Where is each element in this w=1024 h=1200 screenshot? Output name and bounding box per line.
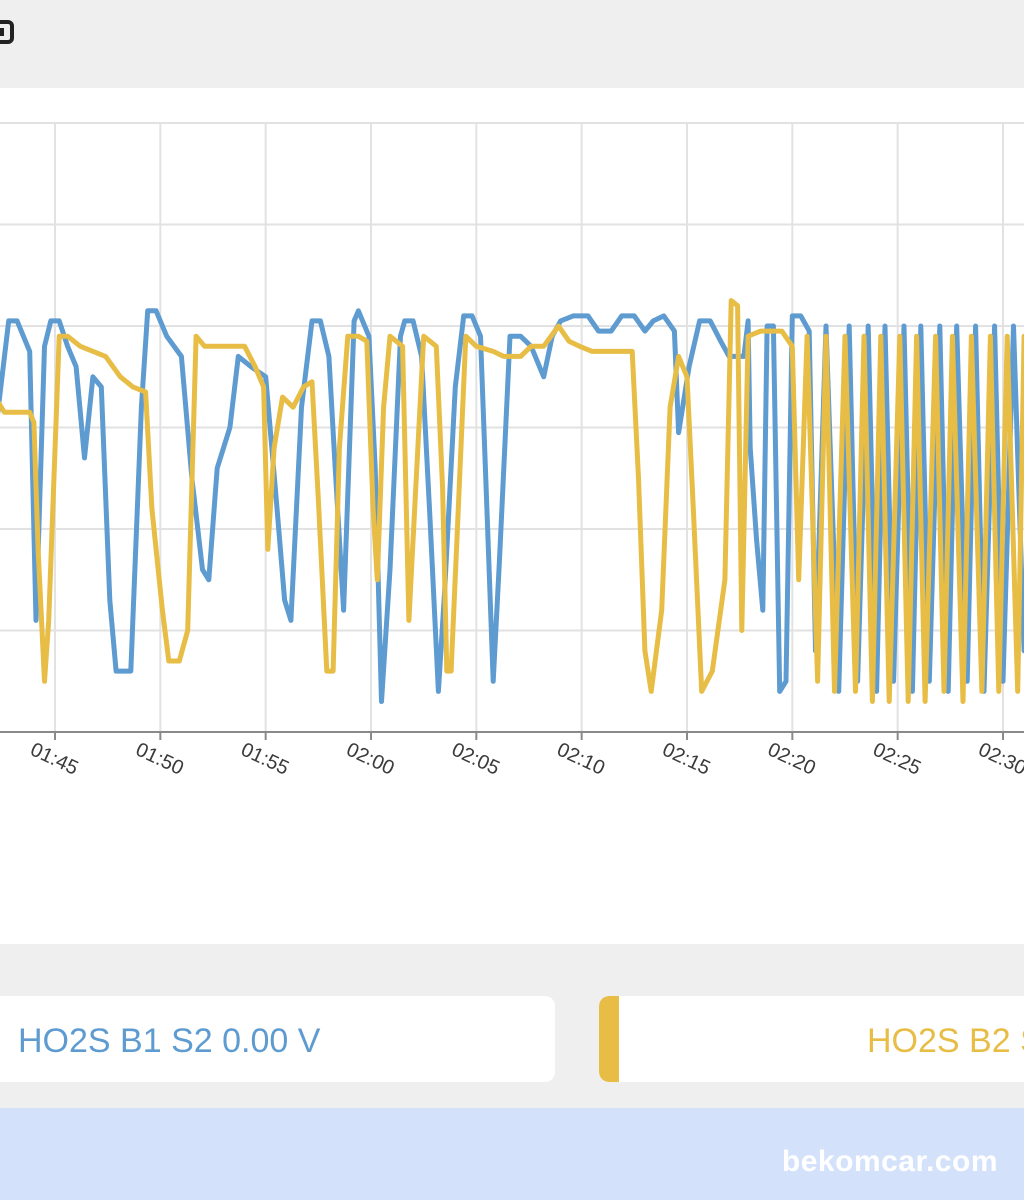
- top-bar: [0, 0, 1024, 86]
- x-tick-label: 01:55: [238, 739, 293, 780]
- legend-label-b1: HO2S B1 S2 0.00 V: [18, 1022, 321, 1060]
- x-tick-label: 01:45: [27, 739, 82, 780]
- legend-item-b1[interactable]: HO2S B1 S2 0.00 V: [0, 996, 555, 1082]
- x-tick-label: 02:25: [870, 739, 925, 780]
- x-tick-labels: 01:45 01:50 01:55 02:00 02:05 02:10 02:15 02:20…: [27, 739, 1024, 780]
- x-tick-label: 02:00: [343, 739, 398, 780]
- legend-item-b2[interactable]: HO2S B2 S: [599, 996, 1024, 1082]
- ho2s-line-chart: 01:45 01:50 01:55 02:00 02:05 02:10 02:15 02:20…: [0, 122, 1024, 780]
- x-tick-label: 02:20: [764, 739, 819, 780]
- x-axis: [0, 731, 1024, 740]
- x-tick-label: 02:30: [975, 739, 1024, 780]
- bottom-band: [0, 1108, 1024, 1200]
- series-lines: [0, 298, 1024, 704]
- x-tick-label: 02:10: [554, 739, 609, 780]
- x-tick-label: 02:05: [448, 739, 503, 780]
- app-icon[interactable]: [0, 18, 14, 46]
- x-tick-label: 02:15: [659, 739, 714, 780]
- chart-card: 01:45 01:50 01:55 02:00 02:05 02:10 02:15 02:20…: [0, 88, 1024, 944]
- legend-label-b2: HO2S B2 S: [867, 1022, 1024, 1060]
- x-tick-label: 01:50: [132, 739, 187, 780]
- series-line-b2: [0, 298, 1024, 704]
- watermark-text: bekomcar.com: [781, 1145, 998, 1178]
- legend-color-stripe-b2: [599, 996, 619, 1082]
